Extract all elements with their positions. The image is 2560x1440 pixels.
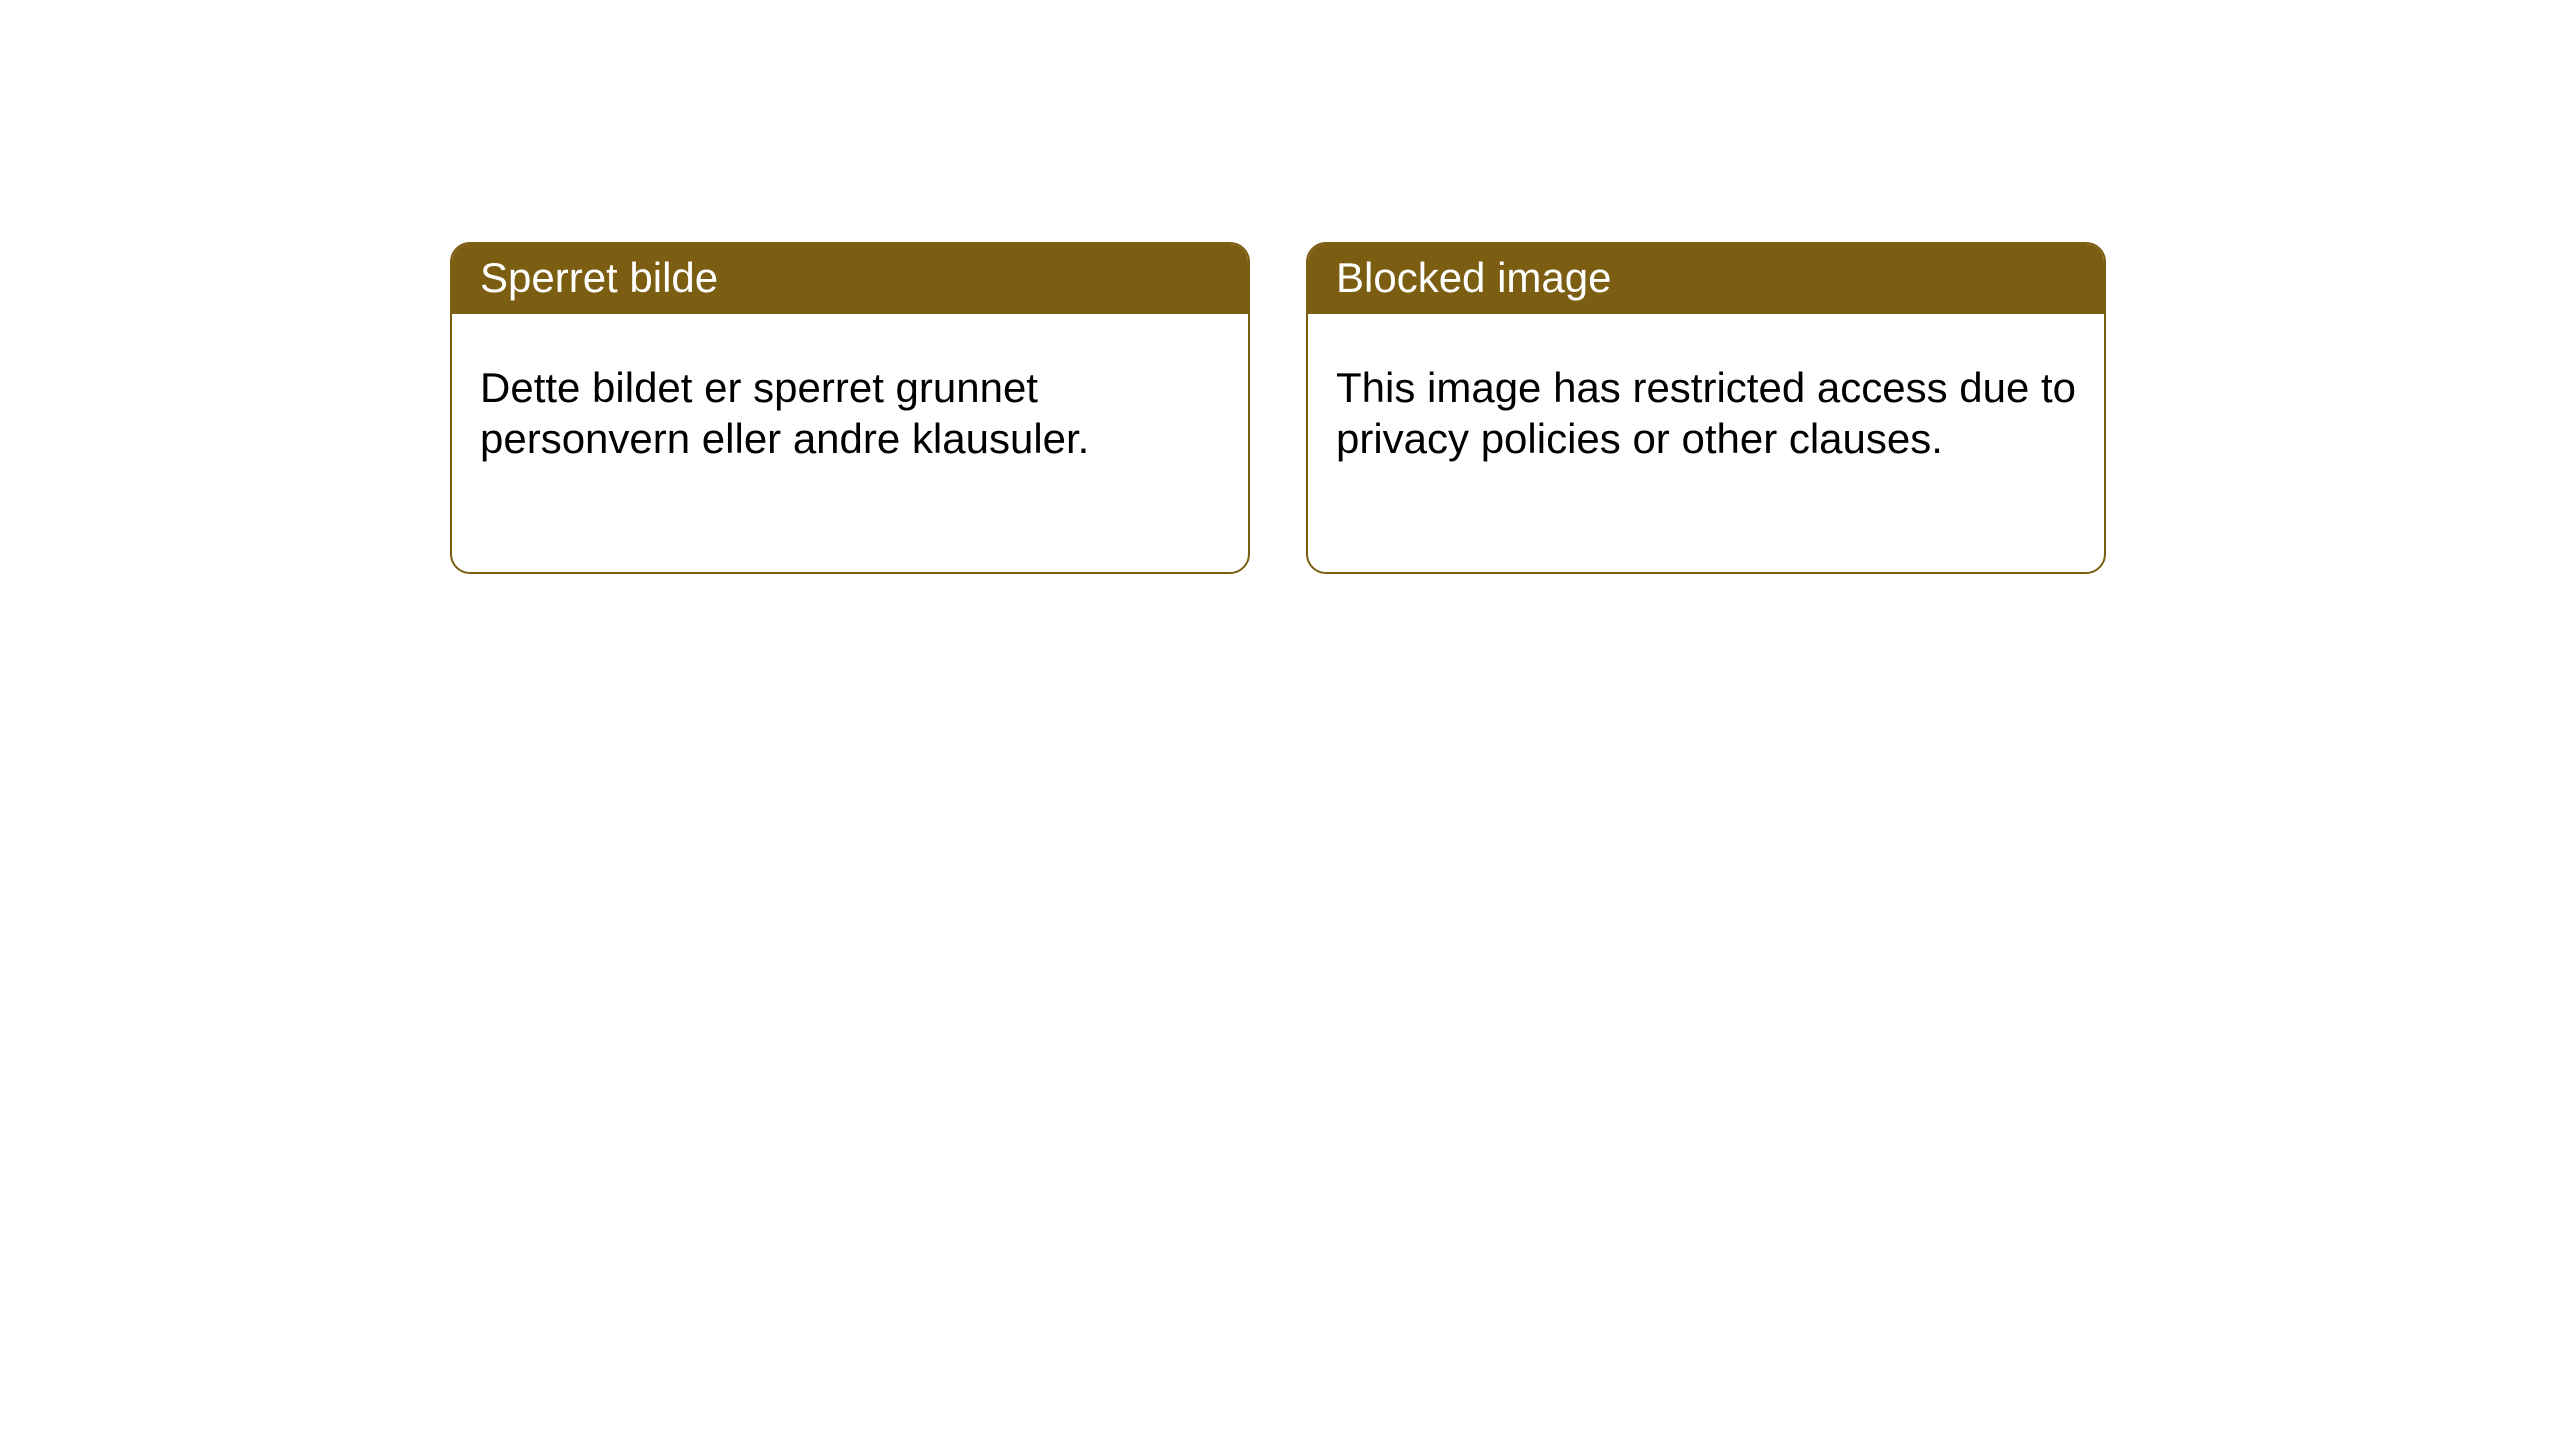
card-header-text: Blocked image bbox=[1336, 254, 1611, 301]
blocked-image-card-no: Sperret bilde Dette bildet er sperret gr… bbox=[450, 242, 1250, 574]
card-body: This image has restricted access due to … bbox=[1308, 314, 2104, 492]
card-body-text: Dette bildet er sperret grunnet personve… bbox=[480, 364, 1089, 462]
blocked-image-card-en: Blocked image This image has restricted … bbox=[1306, 242, 2106, 574]
card-header: Sperret bilde bbox=[452, 244, 1248, 314]
card-body: Dette bildet er sperret grunnet personve… bbox=[452, 314, 1248, 492]
card-body-text: This image has restricted access due to … bbox=[1336, 364, 2076, 462]
card-header: Blocked image bbox=[1308, 244, 2104, 314]
card-header-text: Sperret bilde bbox=[480, 254, 718, 301]
